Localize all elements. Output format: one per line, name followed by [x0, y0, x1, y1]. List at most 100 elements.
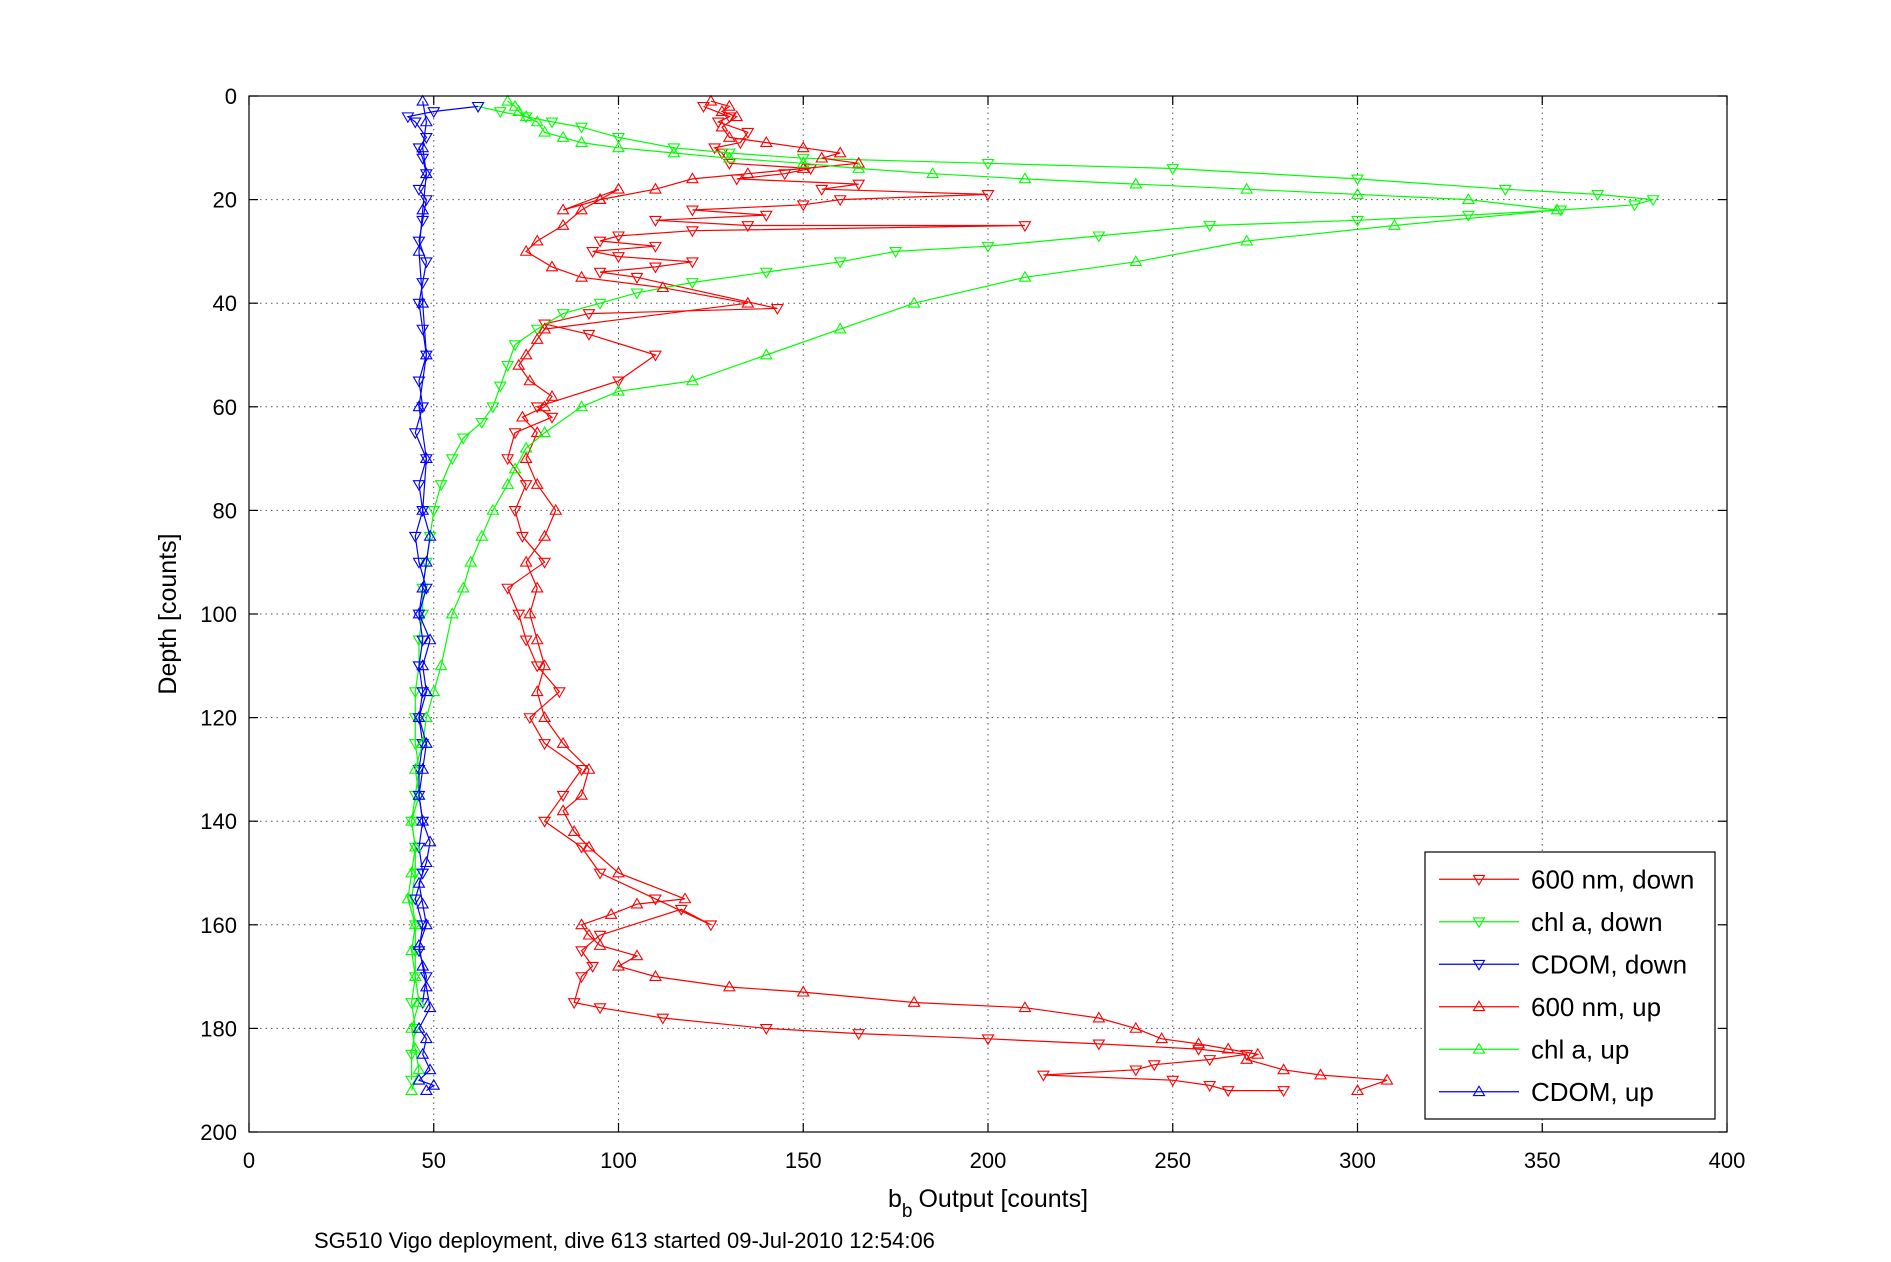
- data-point: [722, 99, 736, 111]
- data-point: [408, 428, 422, 440]
- data-point: [405, 814, 419, 826]
- data-point: [593, 267, 607, 279]
- data-point: [419, 856, 433, 868]
- data-point: [575, 400, 589, 412]
- legend-item: CDOM, up: [1439, 1077, 1654, 1107]
- data-point: [412, 400, 426, 412]
- data-point: [412, 480, 426, 492]
- series-0: [501, 101, 1291, 1098]
- data-point: [593, 1003, 607, 1015]
- data-point: [1221, 1086, 1235, 1098]
- data-point: [612, 959, 625, 971]
- data-point: [852, 1029, 866, 1041]
- data-point: [538, 125, 552, 137]
- data-point: [704, 920, 718, 932]
- data-point: [1192, 1037, 1206, 1049]
- data-point: [741, 221, 755, 233]
- data-point: [412, 244, 426, 256]
- y-tick-label: 40: [213, 291, 237, 316]
- data-point: [630, 288, 644, 300]
- data-point: [612, 376, 625, 388]
- data-point: [1646, 195, 1660, 207]
- data-point: [530, 633, 544, 645]
- data-point: [538, 711, 552, 723]
- data-point: [475, 529, 489, 541]
- data-point: [593, 298, 607, 310]
- data-point: [434, 480, 448, 492]
- x-axis-label-prefix: b: [888, 1185, 902, 1213]
- data-point: [1036, 1070, 1050, 1082]
- x-tick-label: 350: [1524, 1148, 1561, 1173]
- data-point: [630, 272, 644, 284]
- data-point: [582, 762, 596, 774]
- legend-item: chl a, up: [1439, 1034, 1629, 1064]
- data-point: [416, 503, 430, 515]
- data-point: [423, 633, 437, 645]
- data-point: [1380, 1073, 1394, 1085]
- data-point: [419, 452, 433, 464]
- legend: 600 nm, down chl a, down CDOM, down 600 nm,…: [1424, 851, 1716, 1120]
- data-point: [412, 1021, 426, 1033]
- series-line: [407, 100, 1558, 1091]
- data-point: [759, 136, 773, 148]
- data-point: [981, 158, 995, 170]
- data-point: [704, 94, 718, 106]
- data-point: [722, 112, 736, 124]
- legend-swatch-marker: [1472, 1000, 1486, 1012]
- data-point: [833, 257, 847, 269]
- data-point: [612, 252, 625, 264]
- data-point: [1240, 1049, 1254, 1061]
- data-point: [405, 1083, 419, 1095]
- data-point: [508, 428, 522, 440]
- data-point: [575, 764, 589, 776]
- data-point: [538, 557, 552, 569]
- data-point: [730, 110, 744, 122]
- data-point: [575, 946, 589, 958]
- data-point: [612, 384, 625, 396]
- data-point: [412, 607, 426, 619]
- data-point: [604, 907, 618, 919]
- data-point: [1351, 1083, 1364, 1095]
- data-point: [538, 816, 552, 828]
- data-point: [530, 581, 544, 593]
- data-point: [741, 127, 755, 139]
- data-point: [475, 417, 489, 429]
- data-point: [412, 788, 426, 800]
- data-point: [759, 267, 773, 279]
- data-point: [419, 685, 433, 697]
- legend-item: 600 nm, up: [1439, 992, 1661, 1022]
- data-point: [1129, 1021, 1143, 1033]
- ticks: 0 50 100 150 200 250 300 350 400 0 20 40 60 80 100 120 1…: [200, 84, 1745, 1173]
- data-point: [538, 400, 552, 412]
- data-point: [412, 764, 426, 776]
- data-point: [815, 184, 829, 196]
- data-point: [667, 143, 681, 155]
- data-point: [545, 260, 559, 272]
- data-point: [593, 930, 607, 942]
- legend-label: CDOM, down: [1531, 949, 1687, 979]
- legend-label: 600 nm, up: [1531, 992, 1661, 1022]
- legend-swatch-marker: [1472, 1085, 1486, 1097]
- data-point: [416, 203, 430, 215]
- data-point: [434, 659, 448, 671]
- data-point: [981, 241, 995, 253]
- y-tick-label: 160: [200, 913, 237, 938]
- data-point: [416, 581, 430, 593]
- legend-label: 600 nm, down: [1531, 864, 1694, 894]
- data-point: [567, 998, 581, 1010]
- data-point: [416, 324, 430, 336]
- data-point: [648, 894, 662, 906]
- y-tick-label: 140: [200, 809, 237, 834]
- data-point: [556, 309, 570, 321]
- data-point: [412, 236, 426, 248]
- data-point: [586, 247, 600, 258]
- data-point: [648, 350, 662, 362]
- y-tick-label: 200: [200, 1120, 237, 1145]
- data-point: [515, 531, 529, 543]
- data-point: [1240, 234, 1254, 246]
- data-point: [1351, 187, 1364, 199]
- data-point: [512, 609, 526, 621]
- series-4: [401, 94, 1564, 1095]
- data-point: [530, 402, 544, 414]
- data-point: [405, 1021, 419, 1033]
